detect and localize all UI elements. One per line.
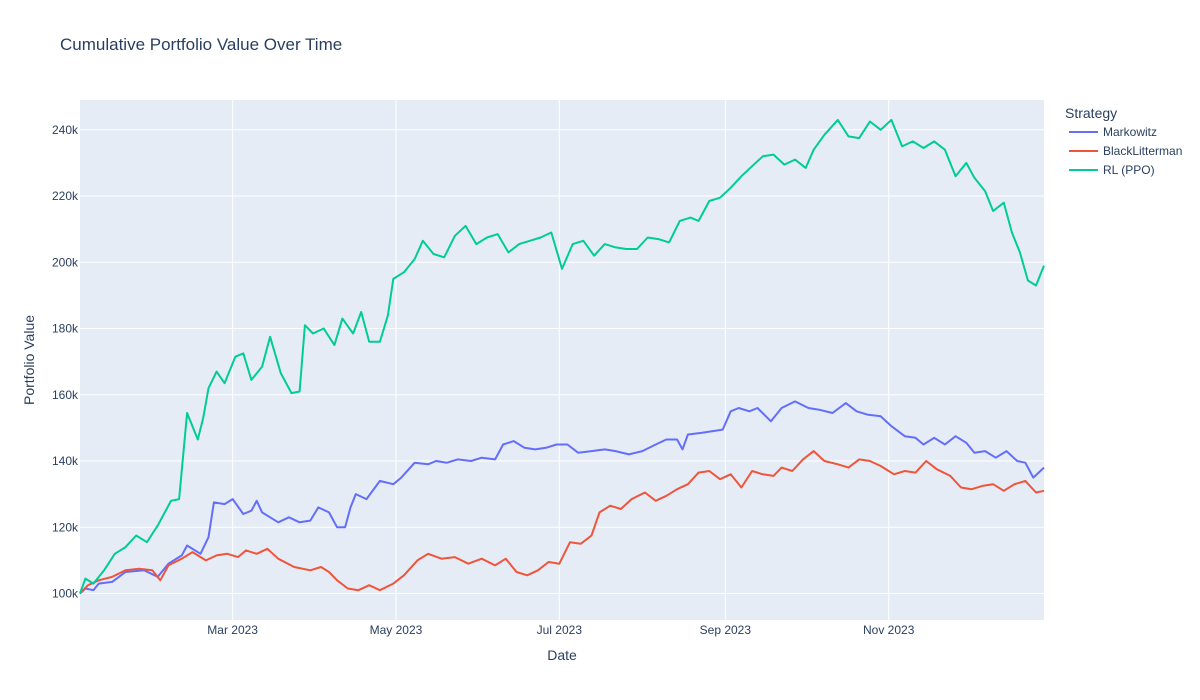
legend-item-label[interactable]: Markowitz [1103, 125, 1157, 139]
x-tick-label: May 2023 [370, 623, 423, 637]
y-tick-label: 120k [52, 520, 79, 534]
legend-item-label[interactable]: RL (PPO) [1103, 163, 1155, 177]
x-tick-label: Mar 2023 [207, 623, 258, 637]
chart-title: Cumulative Portfolio Value Over Time [60, 35, 342, 54]
legend-item-label[interactable]: BlackLitterman [1103, 144, 1182, 158]
series-line-markowitz[interactable] [79, 400, 1045, 595]
legend-title: Strategy [1065, 105, 1117, 121]
y-tick-label: 100k [52, 587, 79, 601]
x-tick-label: Sep 2023 [700, 623, 752, 637]
y-tick-label: 200k [52, 255, 79, 269]
series-layer [79, 118, 1045, 595]
series-line-blacklitterman[interactable] [79, 450, 1045, 595]
y-tick-label: 240k [52, 123, 79, 137]
y-tick-label: 140k [52, 454, 79, 468]
series-line-rl-ppo[interactable] [79, 118, 1045, 594]
x-axis-title: Date [547, 647, 577, 663]
x-tick-label: Nov 2023 [863, 623, 915, 637]
y-tick-label: 180k [52, 322, 79, 336]
x-tick-label: Jul 2023 [537, 623, 583, 637]
y-axis-ticks: 100k 120k 140k 160k 180k 200k 220k 240k [52, 123, 79, 601]
plot-area [80, 100, 1044, 620]
gridlines [80, 100, 1044, 620]
x-axis-ticks: Mar 2023 May 2023 Jul 2023 Sep 2023 Nov 2023 [207, 623, 914, 637]
y-tick-label: 220k [52, 189, 79, 203]
legend: Strategy Markowitz BlackLitterman RL (PPO) [1065, 105, 1182, 177]
y-axis-title: Portfolio Value [21, 315, 37, 405]
y-tick-label: 160k [52, 388, 79, 402]
